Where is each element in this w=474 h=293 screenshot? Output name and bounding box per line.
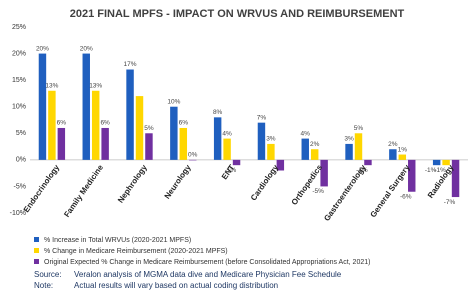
bar [57,127,66,160]
y-tick-label: 5% [16,130,26,137]
bar [38,53,47,160]
y-tick-label: -5% [14,183,26,190]
value-label: 5% [354,125,364,132]
value-label: 6% [100,120,110,127]
value-label: 20% [80,45,93,52]
bar [267,143,275,160]
source: Veralon analysis of MGMA data dive and M… [74,270,342,279]
x-tick-label: Gastroenterology [322,163,368,223]
bar [257,122,266,160]
value-label: -1% [356,167,368,174]
bar [232,159,241,166]
value-label: -6% [400,193,412,200]
x-tick-label: Family Medicine [62,163,105,219]
bar [135,96,144,160]
legend-label: % Change in Medicare Reimbursement (2020… [44,248,228,255]
bar [101,127,109,160]
value-label: 8% [213,109,223,116]
y-tick-label: 15% [12,77,26,84]
bar [432,159,441,166]
value-label: 6% [57,120,67,127]
bar [223,138,231,160]
bar [320,159,328,187]
x-tick-label: Orthopedics [290,163,325,207]
bar [145,133,153,160]
value-label: 5% [144,125,154,132]
value-label: 3% [344,136,354,143]
bar [451,159,460,198]
bar [126,69,134,160]
bar [389,149,397,160]
bar [354,133,363,160]
bar [364,159,372,166]
y-tick-label: 0% [16,157,26,164]
value-label: -1% [434,167,446,174]
legend-label: % Increase in Total WRVUs (2020-2021 MPF… [44,237,191,244]
value-label: 4% [222,130,232,137]
bar [276,159,285,171]
value-label: 0% [188,152,198,159]
x-tick-label: Nephrology [116,163,149,205]
value-label: 3% [266,136,276,143]
value-label: 1% [398,146,408,153]
bar [301,138,309,160]
bar [408,159,416,192]
y-tick-label: 25% [12,24,26,31]
note: Actual results will vary based on actual… [74,281,278,290]
value-label: 2% [388,141,398,148]
bar [310,149,319,160]
value-label: 20% [36,45,49,52]
value-label: 13% [45,82,58,89]
chart-title: 2021 FINAL MPFS - IMPACT ON WRVUS AND RE… [70,8,405,20]
legend-swatch [34,259,39,264]
y-tick-label: -10% [10,210,26,217]
bar [170,106,178,160]
bar [398,154,407,160]
value-label: 4% [301,130,311,137]
x-tick-label: Endocrinology [22,163,62,214]
y-tick-label: 10% [12,104,26,111]
bar [345,143,353,160]
legend-swatch [34,237,39,242]
value-label: 17% [124,61,137,68]
value-label: 2% [310,141,320,148]
value-label: 6% [179,120,189,127]
value-label: -1% [225,167,237,174]
value-label: -5% [312,188,324,195]
value-label: -1% [425,167,437,174]
x-tick-label: Neurology [163,163,193,201]
x-tick-label: General Surgery [369,163,412,220]
value-label: 7% [257,114,267,121]
source-label: Source: [34,270,62,279]
bar [189,159,197,161]
bar [82,53,90,160]
legend-label: Original Expected % Change in Medicare R… [44,259,370,266]
y-tick-label: 20% [12,50,26,57]
bar [48,90,56,160]
bar [179,127,188,160]
bar [91,90,100,160]
bar [442,159,450,166]
note-label: Note: [34,281,53,290]
x-tick-label: Cardiology [249,163,281,203]
bar [213,117,222,160]
legend-swatch [34,248,39,253]
value-label: -7% [444,199,456,206]
value-label: 13% [89,82,102,89]
value-label: 10% [167,98,180,105]
